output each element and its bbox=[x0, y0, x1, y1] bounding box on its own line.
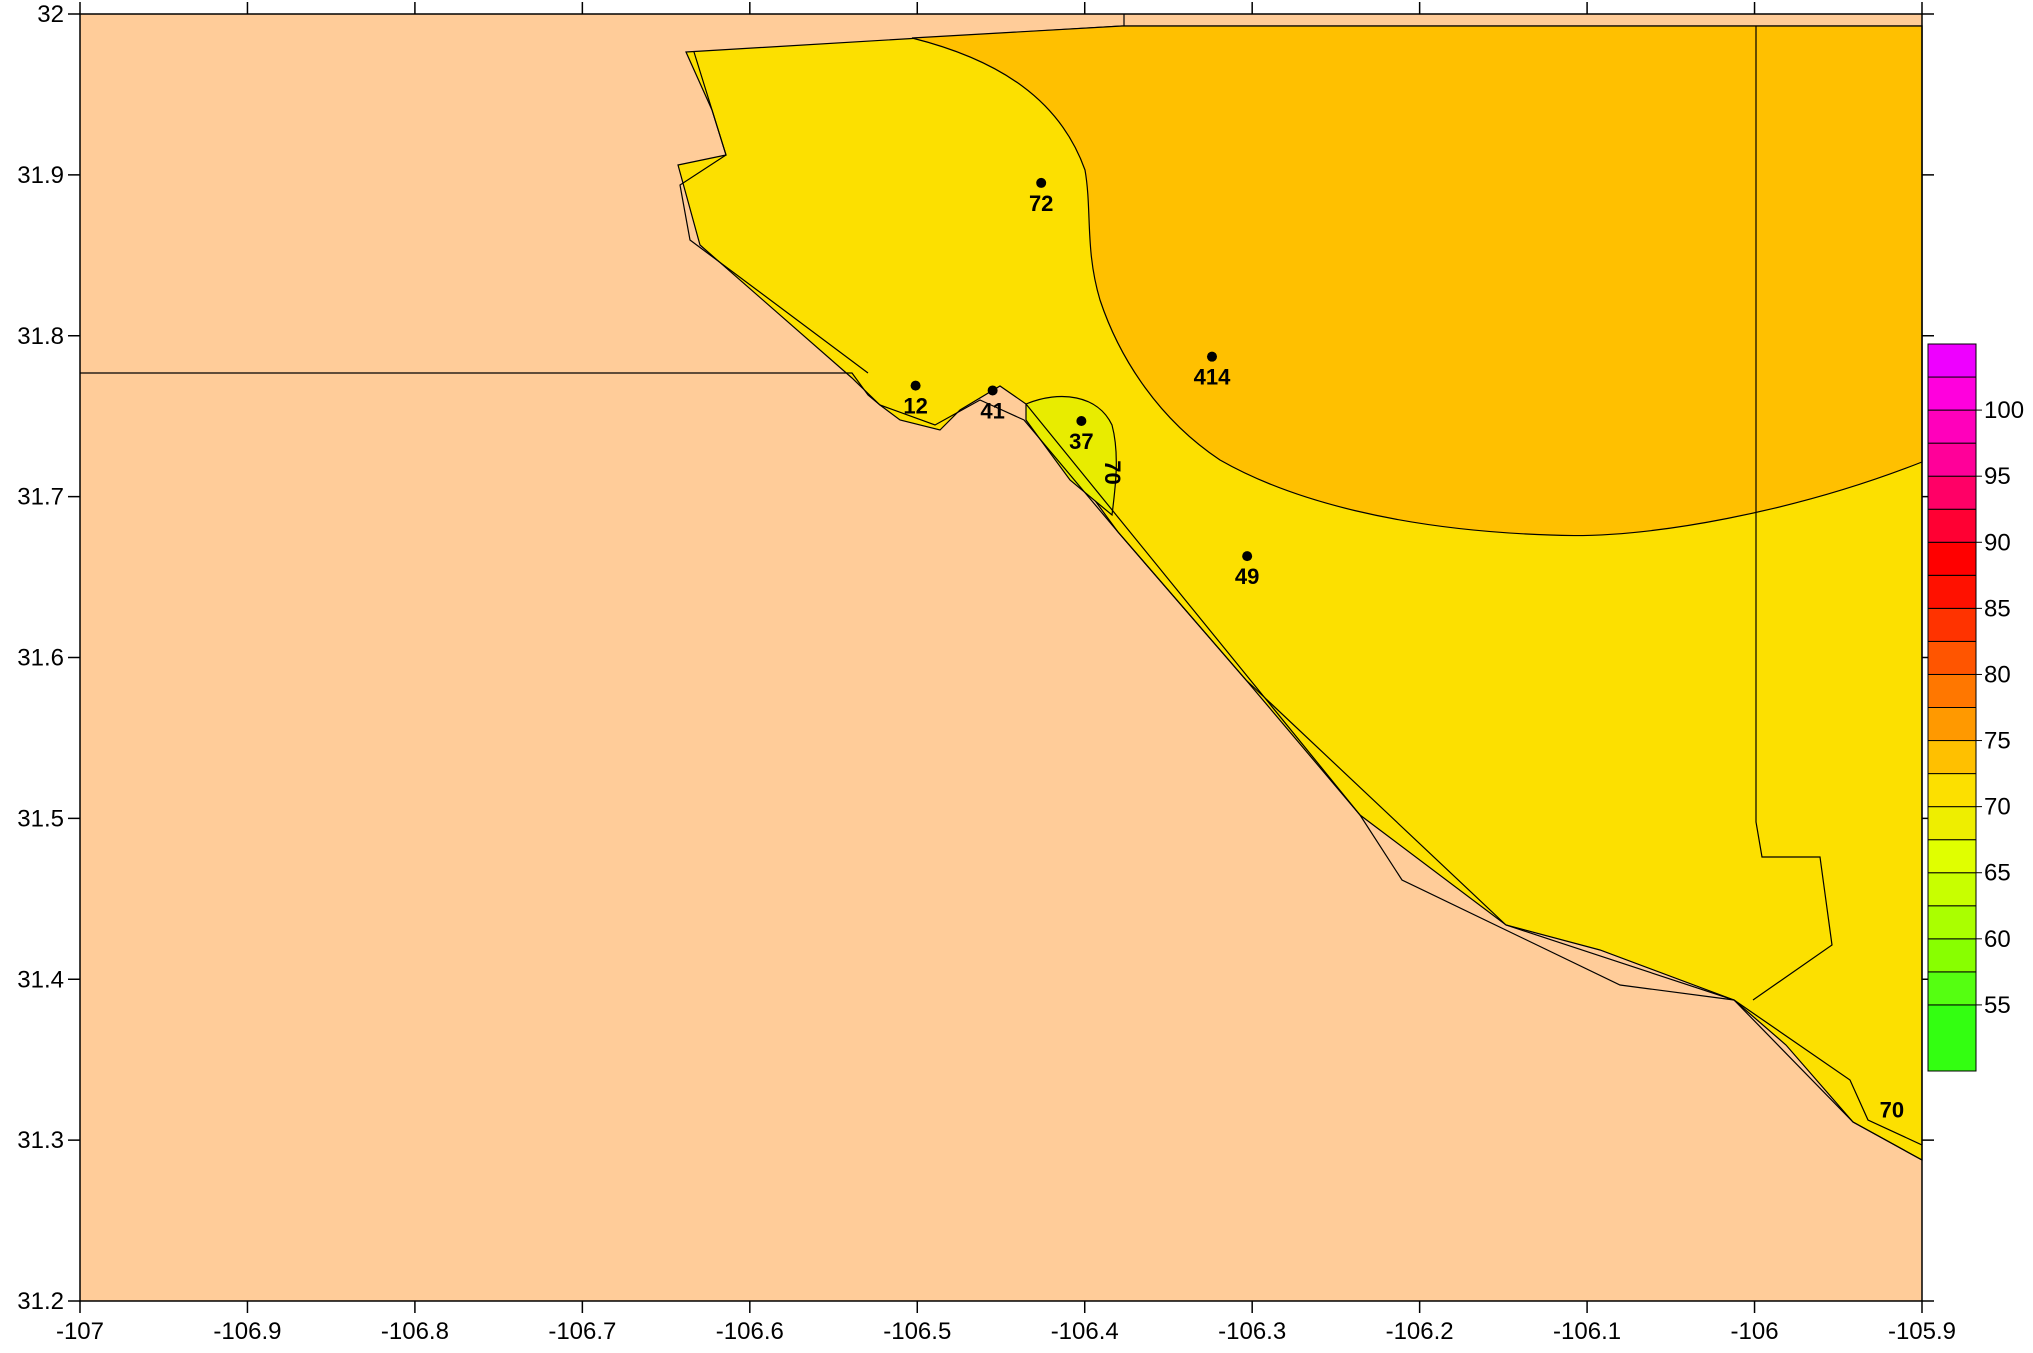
station-marker bbox=[1076, 416, 1087, 427]
station-label: 41 bbox=[980, 398, 1004, 423]
y-tick-label: 31.6 bbox=[17, 645, 64, 672]
x-tick-label: -106.7 bbox=[548, 1318, 616, 1345]
legend-swatch bbox=[1927, 971, 1977, 1006]
legend-label: 75 bbox=[1984, 728, 2011, 755]
x-tick-label: -106.1 bbox=[1553, 1318, 1621, 1345]
legend-swatch bbox=[1927, 707, 1977, 742]
station-label: 49 bbox=[1235, 564, 1259, 589]
legend-swatch bbox=[1927, 839, 1977, 874]
legend-label: 55 bbox=[1984, 992, 2011, 1019]
legend-swatch bbox=[1927, 673, 1977, 708]
river-boundary-outer bbox=[879, 399, 1923, 1161]
state-boundary bbox=[80, 372, 881, 406]
station-label: 414 bbox=[1194, 365, 1231, 390]
legend-label: 60 bbox=[1984, 926, 2011, 953]
station-marker bbox=[910, 380, 921, 391]
legend-swatch bbox=[1927, 541, 1977, 576]
legend-swatch bbox=[1927, 442, 1977, 477]
legend-label: 85 bbox=[1984, 595, 2011, 622]
contour-label: 70 bbox=[1100, 460, 1125, 484]
legend-swatch bbox=[1927, 773, 1977, 808]
legend-swatch bbox=[1927, 905, 1977, 940]
station-marker bbox=[1206, 351, 1217, 362]
stations-layer: 72 414 12 41 37 49 bbox=[903, 177, 1259, 589]
legend-label: 100 bbox=[1984, 397, 2024, 424]
y-tick-label: 31.9 bbox=[17, 162, 64, 189]
legend-label: 70 bbox=[1984, 794, 2011, 821]
legend-swatch bbox=[1927, 574, 1977, 609]
y-tick-label: 31.5 bbox=[17, 805, 64, 832]
x-tick-label: -105.9 bbox=[1888, 1318, 1956, 1345]
station-marker bbox=[1242, 551, 1253, 562]
legend-swatch bbox=[1927, 343, 1977, 378]
axis-ticks: -107 -106.9 -106.8 -106.7 -106.6 -106.5 -106.4… bbox=[17, 1, 1956, 1345]
contour-labels-layer: 70 70 bbox=[1100, 460, 1904, 1122]
x-tick-label: -106.6 bbox=[716, 1318, 784, 1345]
legend-swatch bbox=[1927, 409, 1977, 444]
legend-swatch bbox=[1927, 806, 1977, 841]
legend-swatch bbox=[1927, 872, 1977, 907]
station-label: 12 bbox=[903, 394, 927, 419]
station-label: 72 bbox=[1029, 191, 1053, 216]
legend-swatch bbox=[1927, 938, 1977, 973]
county-boundary-east bbox=[1752, 26, 1833, 1001]
legend-swatch bbox=[1927, 740, 1977, 775]
legend-swatch bbox=[1927, 1004, 1977, 1072]
legend-swatch bbox=[1927, 508, 1977, 543]
x-tick-label: -106.5 bbox=[883, 1318, 951, 1345]
x-tick-label: -107 bbox=[56, 1318, 104, 1345]
legend-label: 95 bbox=[1984, 463, 2011, 490]
y-tick-label: 31.4 bbox=[17, 966, 64, 993]
color-legend: 55 60 65 70 75 80 85 90 95 100 bbox=[1927, 343, 2024, 1072]
contour-label: 70 bbox=[1880, 1098, 1904, 1123]
legend-swatch bbox=[1927, 475, 1977, 510]
x-tick-label: -106.4 bbox=[1051, 1318, 1119, 1345]
y-tick-label: 32 bbox=[37, 1, 64, 28]
y-tick-label: 31.8 bbox=[17, 323, 64, 350]
river-boundary-inner bbox=[679, 51, 1923, 1146]
legend-label: 90 bbox=[1984, 529, 2011, 556]
legend-swatch bbox=[1927, 376, 1977, 411]
x-tick-label: -106.8 bbox=[381, 1318, 449, 1345]
station-marker bbox=[987, 385, 998, 396]
legend-label: 65 bbox=[1984, 860, 2011, 887]
x-tick-label: -106 bbox=[1731, 1318, 1779, 1345]
y-tick-label: 31.3 bbox=[17, 1127, 64, 1154]
x-tick-label: -106.9 bbox=[213, 1318, 281, 1345]
y-tick-label: 31.2 bbox=[17, 1288, 64, 1315]
x-tick-label: -106.2 bbox=[1386, 1318, 1454, 1345]
x-tick-label: -106.3 bbox=[1218, 1318, 1286, 1345]
legend-swatch bbox=[1927, 640, 1977, 675]
zone-75-80 bbox=[911, 25, 1923, 537]
legend-label: 80 bbox=[1984, 661, 2011, 688]
y-tick-label: 31.7 bbox=[17, 484, 64, 511]
station-label: 37 bbox=[1069, 429, 1093, 454]
station-marker bbox=[1036, 177, 1047, 188]
legend-swatch bbox=[1927, 607, 1977, 642]
